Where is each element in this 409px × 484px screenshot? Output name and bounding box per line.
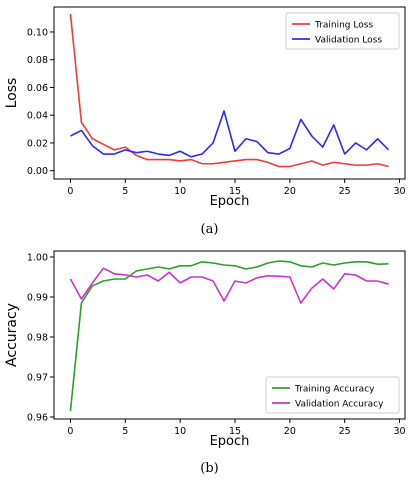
legend-label: Validation Loss [315,36,382,46]
y-axis-label: Accuracy [4,303,20,367]
x-axis-label: Epoch [210,434,250,449]
x-tick-label: 30 [393,186,405,197]
legend-label: Training Accuracy [294,385,375,395]
x-tick-label: 10 [174,186,186,197]
x-tick-label: 10 [174,426,186,437]
figure-caption: (a) [201,222,219,237]
y-tick-label: 0.10 [27,27,48,38]
y-tick-label: 1.00 [27,253,48,264]
x-tick-label: 20 [284,426,296,437]
plot-frame [53,6,406,180]
series-line-validation-loss [70,110,390,158]
x-tick-label: 5 [122,186,128,197]
x-tick-label: 30 [393,426,405,437]
x-tick-label: 25 [339,426,351,437]
x-tick-label: 0 [67,186,73,197]
x-tick-label: 0 [67,426,73,437]
legend: Training Accuracy Validation Accuracy [265,376,400,414]
x-tick-label: 15 [229,426,241,437]
y-tick-label: 0.02 [27,138,48,149]
legend-box [285,12,400,50]
x-tick-label: 5 [122,426,128,437]
x-axis-label: Epoch [210,194,250,209]
series-line-training-accuracy [69,260,389,412]
y-tick-label: 0.99 [27,293,48,304]
legend-label: Training Loss [314,21,373,31]
y-tick-label: 0.04 [27,111,48,122]
x-tick-label: 15 [229,186,241,197]
y-tick-label: 0.00 [27,166,48,177]
legend: Training Loss Validation Loss [285,12,400,50]
y-tick-label: 0.08 [27,55,48,66]
plot-frame [53,250,406,420]
y-tick-label: 0.97 [27,373,48,384]
x-tick-label: 20 [284,186,296,197]
series-line-training-loss [69,13,389,168]
figure-caption: (b) [200,461,218,476]
series-line-validation-accuracy [69,267,389,304]
legend-label: Validation Accuracy [295,400,384,410]
y-tick-label: 0.06 [27,83,48,94]
chart-loss: 0 5 10 15 20 25 30 0.00 0.02 0.04 0.06 0.08 0.10 Epoc… [4,6,406,237]
chart-accuracy: 0 5 10 15 20 25 30 0.96 0.97 0.98 0.99 1.00 Epoch Acc… [4,250,406,476]
y-tick-label: 0.98 [27,333,48,344]
legend-box [265,376,400,414]
y-axis-label: Loss [4,78,20,109]
y-tick-label: 0.96 [27,413,48,424]
x-tick-label: 25 [339,186,351,197]
